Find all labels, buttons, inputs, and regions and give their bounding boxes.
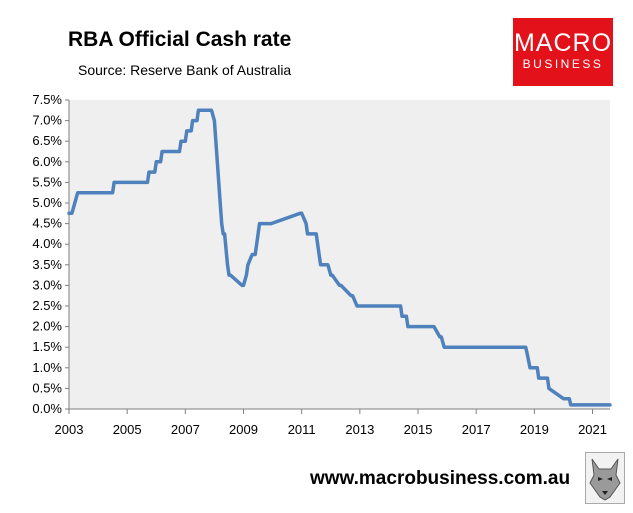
y-tick-label: 4.0% [32, 236, 62, 251]
y-tick-label: 0.0% [32, 401, 62, 416]
y-tick-label: 4.5% [32, 216, 62, 231]
y-tick-label: 0.5% [32, 380, 62, 395]
y-tick-label: 1.5% [32, 339, 62, 354]
x-tick-label: 2021 [578, 422, 607, 437]
y-axis: 0.0% 0.5% 1.0% 1.5% 2.0% 2.5% 3.0% 3.5% 4.0% 4.5%… [32, 92, 70, 416]
x-tick-label: 2007 [171, 422, 200, 437]
series-group [67, 108, 612, 407]
y-tick-label: 6.0% [32, 154, 62, 169]
cash-rate-series-line [67, 108, 612, 407]
logo-line-1: MACRO [513, 29, 613, 57]
macrobusiness-logo: MACRO BUSINESS [513, 18, 613, 86]
y-tick-label: 7.0% [32, 113, 62, 128]
plot-area [69, 100, 610, 409]
y-tick-label: 5.5% [32, 174, 62, 189]
x-tick-label: 2013 [345, 422, 374, 437]
chart-subtitle: Source: Reserve Bank of Australia [78, 62, 292, 78]
x-tick-label: 2015 [404, 422, 433, 437]
x-tick-label: 2011 [288, 422, 316, 437]
x-tick-label: 2019 [520, 422, 549, 437]
wolf-mascot-icon [585, 452, 625, 504]
y-tick-label: 7.5% [32, 92, 62, 107]
x-tick-label: 2009 [229, 422, 258, 437]
logo-line-2: BUSINESS [522, 57, 604, 71]
x-tick-label: 2017 [462, 422, 491, 437]
x-tick-label: 2005 [113, 422, 142, 437]
y-tick-label: 3.5% [32, 257, 62, 272]
y-tick-label: 1.0% [32, 360, 62, 375]
y-tick-label: 6.5% [32, 133, 62, 148]
x-tick-label: 2003 [55, 422, 84, 437]
x-axis: 2003 2005 2007 2009 2011 2013 2015 2017 2019 2021 [55, 408, 610, 437]
y-tick-label: 5.0% [32, 195, 62, 210]
y-tick-label: 3.0% [32, 277, 62, 292]
y-tick-label: 2.5% [32, 298, 62, 313]
chart-title: RBA Official Cash rate [68, 28, 292, 51]
y-tick-label: 2.0% [32, 319, 62, 334]
website-url[interactable]: www.macrobusiness.com.au [310, 468, 571, 489]
